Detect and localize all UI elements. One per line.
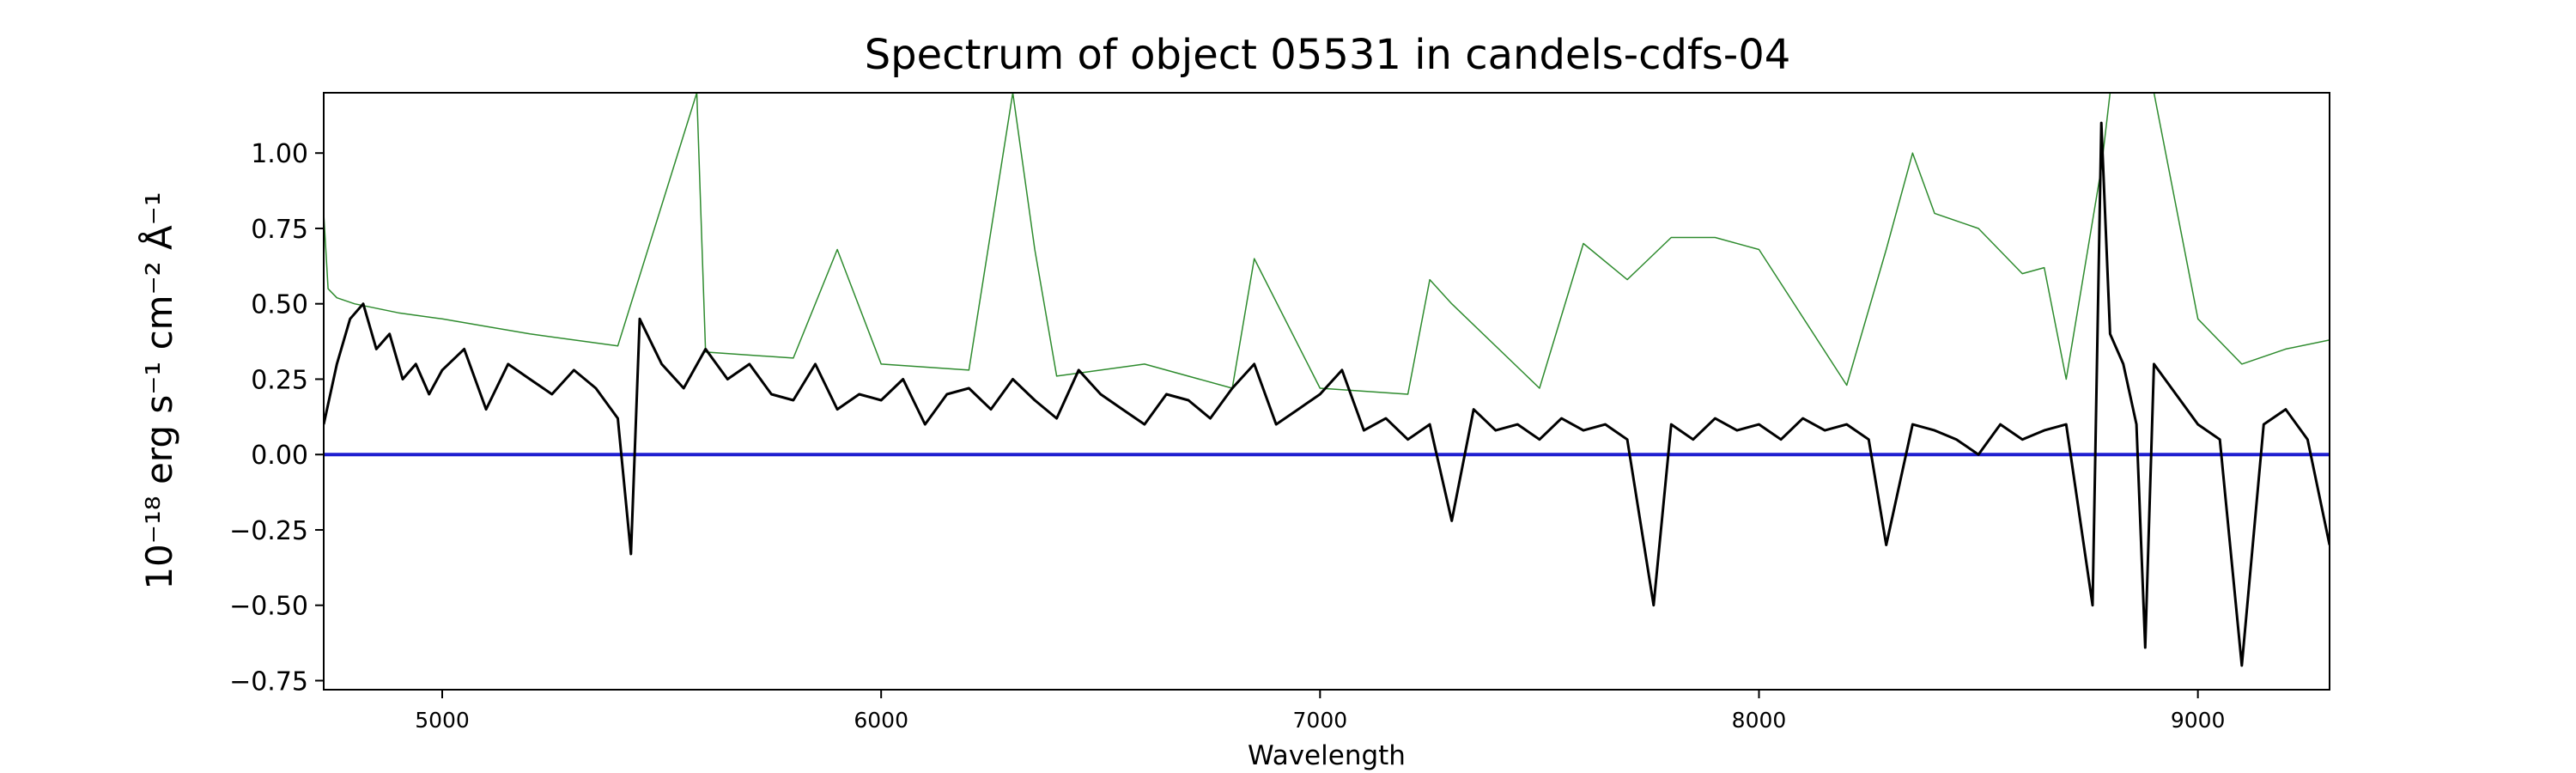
- x-tick-label: 9000: [2171, 708, 2226, 733]
- x-axis-label: Wavelength: [1248, 740, 1406, 771]
- x-tick-label: 5000: [415, 708, 470, 733]
- chart-title: Spectrum of object 05531 in candels-cdfs…: [865, 31, 1791, 79]
- y-tick-label: 0.50: [251, 290, 308, 320]
- y-tick-label: 0.00: [251, 441, 308, 471]
- x-tick-label: 7000: [1293, 708, 1348, 733]
- y-tick-label: 0.75: [251, 215, 308, 245]
- y-axis: −0.75 −0.50 −0.25 0.00 0.25 0.50 0.75 1.00: [229, 139, 324, 697]
- y-tick-label: 0.25: [251, 365, 308, 395]
- plot-frame: [323, 92, 2330, 691]
- x-tick-label: 8000: [1732, 708, 1787, 733]
- y-tick-label: 1.00: [251, 139, 308, 169]
- noise-series-line: [324, 93, 2330, 395]
- y-tick-label: −0.25: [229, 516, 308, 546]
- flux-series-line: [324, 121, 2330, 667]
- x-tick-label: 6000: [854, 708, 908, 733]
- y-tick-label: −0.75: [229, 666, 308, 697]
- y-axis-label: 10⁻¹⁸ erg s⁻¹ cm⁻² Å⁻¹: [137, 192, 180, 589]
- y-tick-label: −0.50: [229, 592, 308, 622]
- x-axis: 5000 6000 7000 8000 9000: [415, 690, 2225, 733]
- series-layer: [324, 93, 2330, 667]
